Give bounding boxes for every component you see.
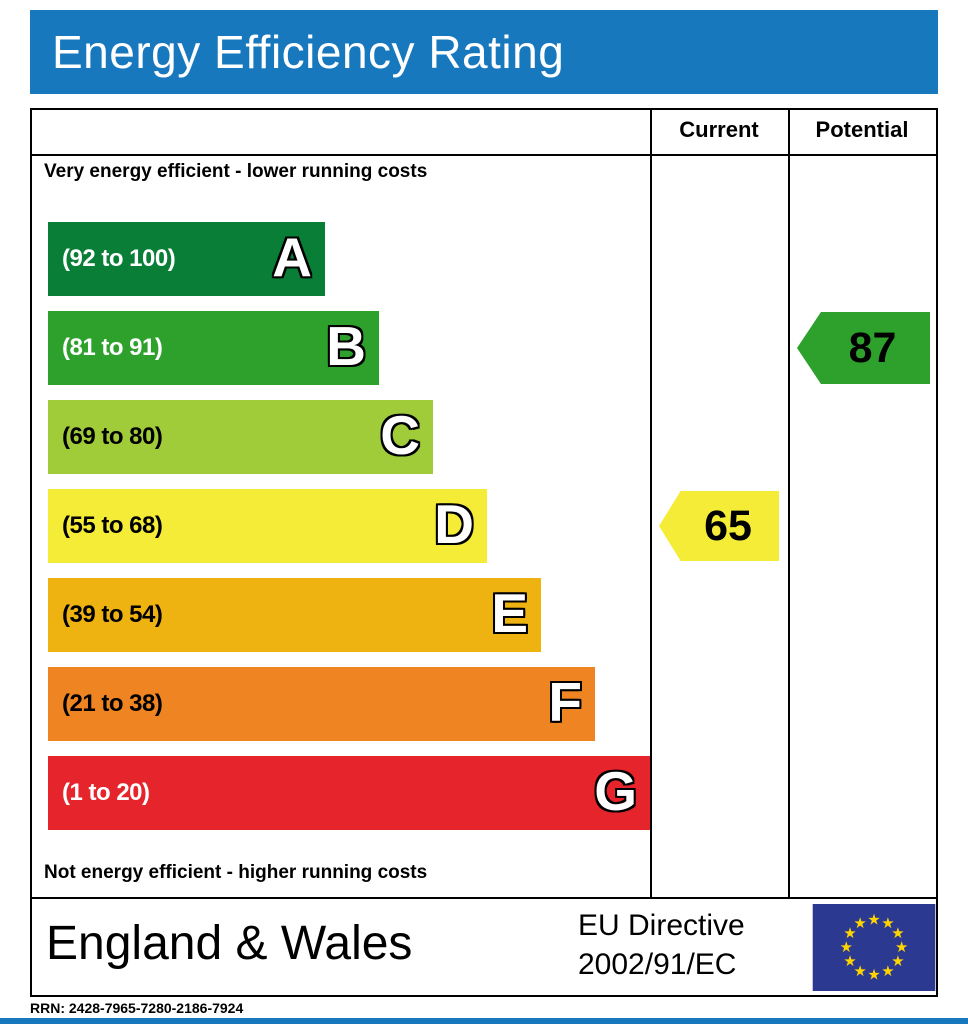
rating-table: Current Potential Very energy efficient … <box>30 108 938 997</box>
bottom-accent-strip <box>0 1018 968 1024</box>
band-range-label: (55 to 68) <box>62 512 163 539</box>
band-letter: F <box>548 671 582 734</box>
band-range-label: (21 to 38) <box>62 690 163 717</box>
eu-flag-star: ★ <box>867 911 880 928</box>
header-divider-line <box>32 154 936 156</box>
footer-divider-line <box>32 897 936 899</box>
potential-column-header: Potential <box>815 117 909 142</box>
eu-directive-label: EU Directive 2002/91/EC <box>578 906 745 984</box>
eu-flag-star: ★ <box>854 915 867 932</box>
region-label: England & Wales <box>46 917 413 970</box>
eu-flag-star: ★ <box>891 925 904 942</box>
eu-flag-star: ★ <box>895 939 908 956</box>
band-range-label: (1 to 20) <box>62 779 150 806</box>
band-row-f: (21 to 38) F <box>48 667 595 741</box>
current-column-header: Current <box>679 117 759 142</box>
chart-title-bar: Energy Efficiency Rating <box>30 10 938 94</box>
band-range-label: (69 to 80) <box>62 423 163 450</box>
eu-flag-star: ★ <box>881 963 894 980</box>
eu-flag-star: ★ <box>881 915 894 932</box>
eu-flag-star: ★ <box>840 939 853 956</box>
eu-flag-star: ★ <box>843 925 856 942</box>
eu-flag-field <box>812 904 936 991</box>
band-letter: G <box>594 760 637 823</box>
potential-rating-value: 87 <box>848 323 897 372</box>
band-letter: A <box>272 226 312 289</box>
band-letter: B <box>326 315 366 378</box>
eu-flag-star: ★ <box>891 953 904 970</box>
top-note: Very energy efficient - lower running co… <box>44 161 428 182</box>
eu-directive-line2: 2002/91/EC <box>578 948 737 981</box>
potential-rating-arrow: 87 <box>797 312 930 384</box>
band-row-e: (39 to 54) E <box>48 578 541 652</box>
eu-flag-star: ★ <box>854 963 867 980</box>
eu-flag-icon: ★ ★ ★ ★ ★ ★ ★ ★ ★ ★ ★ ★ <box>812 904 936 991</box>
band-range-label: (81 to 91) <box>62 334 163 361</box>
band-letter: C <box>380 404 420 467</box>
band-row-c: (69 to 80) C <box>48 400 433 474</box>
current-rating-arrow: 65 <box>659 491 779 561</box>
band-letter: D <box>434 493 474 556</box>
eu-flag-star: ★ <box>867 967 880 984</box>
bottom-note: Not energy efficient - higher running co… <box>44 862 428 883</box>
current-rating-value: 65 <box>704 501 752 550</box>
page-title: Energy Efficiency Rating <box>52 26 565 78</box>
band-row-d: (55 to 68) D <box>48 489 487 563</box>
band-range-label: (39 to 54) <box>62 601 163 628</box>
eu-directive-line1: EU Directive <box>578 909 745 942</box>
band-row-a: (92 to 100) A <box>48 222 325 296</box>
rrn-reference-number: RRN: 2428-7965-7280-2186-7924 <box>30 1000 244 1016</box>
eu-flag-stars: ★ ★ ★ ★ ★ ★ ★ ★ ★ ★ ★ ★ <box>840 911 909 983</box>
band-letter: E <box>491 582 528 645</box>
band-range-label: (92 to 100) <box>62 245 176 272</box>
column-divider-current <box>650 110 652 899</box>
band-row-b: (81 to 91) B <box>48 311 379 385</box>
eu-flag-star: ★ <box>843 953 856 970</box>
column-divider-potential <box>788 110 790 899</box>
band-row-g: (1 to 20) G <box>48 756 650 830</box>
